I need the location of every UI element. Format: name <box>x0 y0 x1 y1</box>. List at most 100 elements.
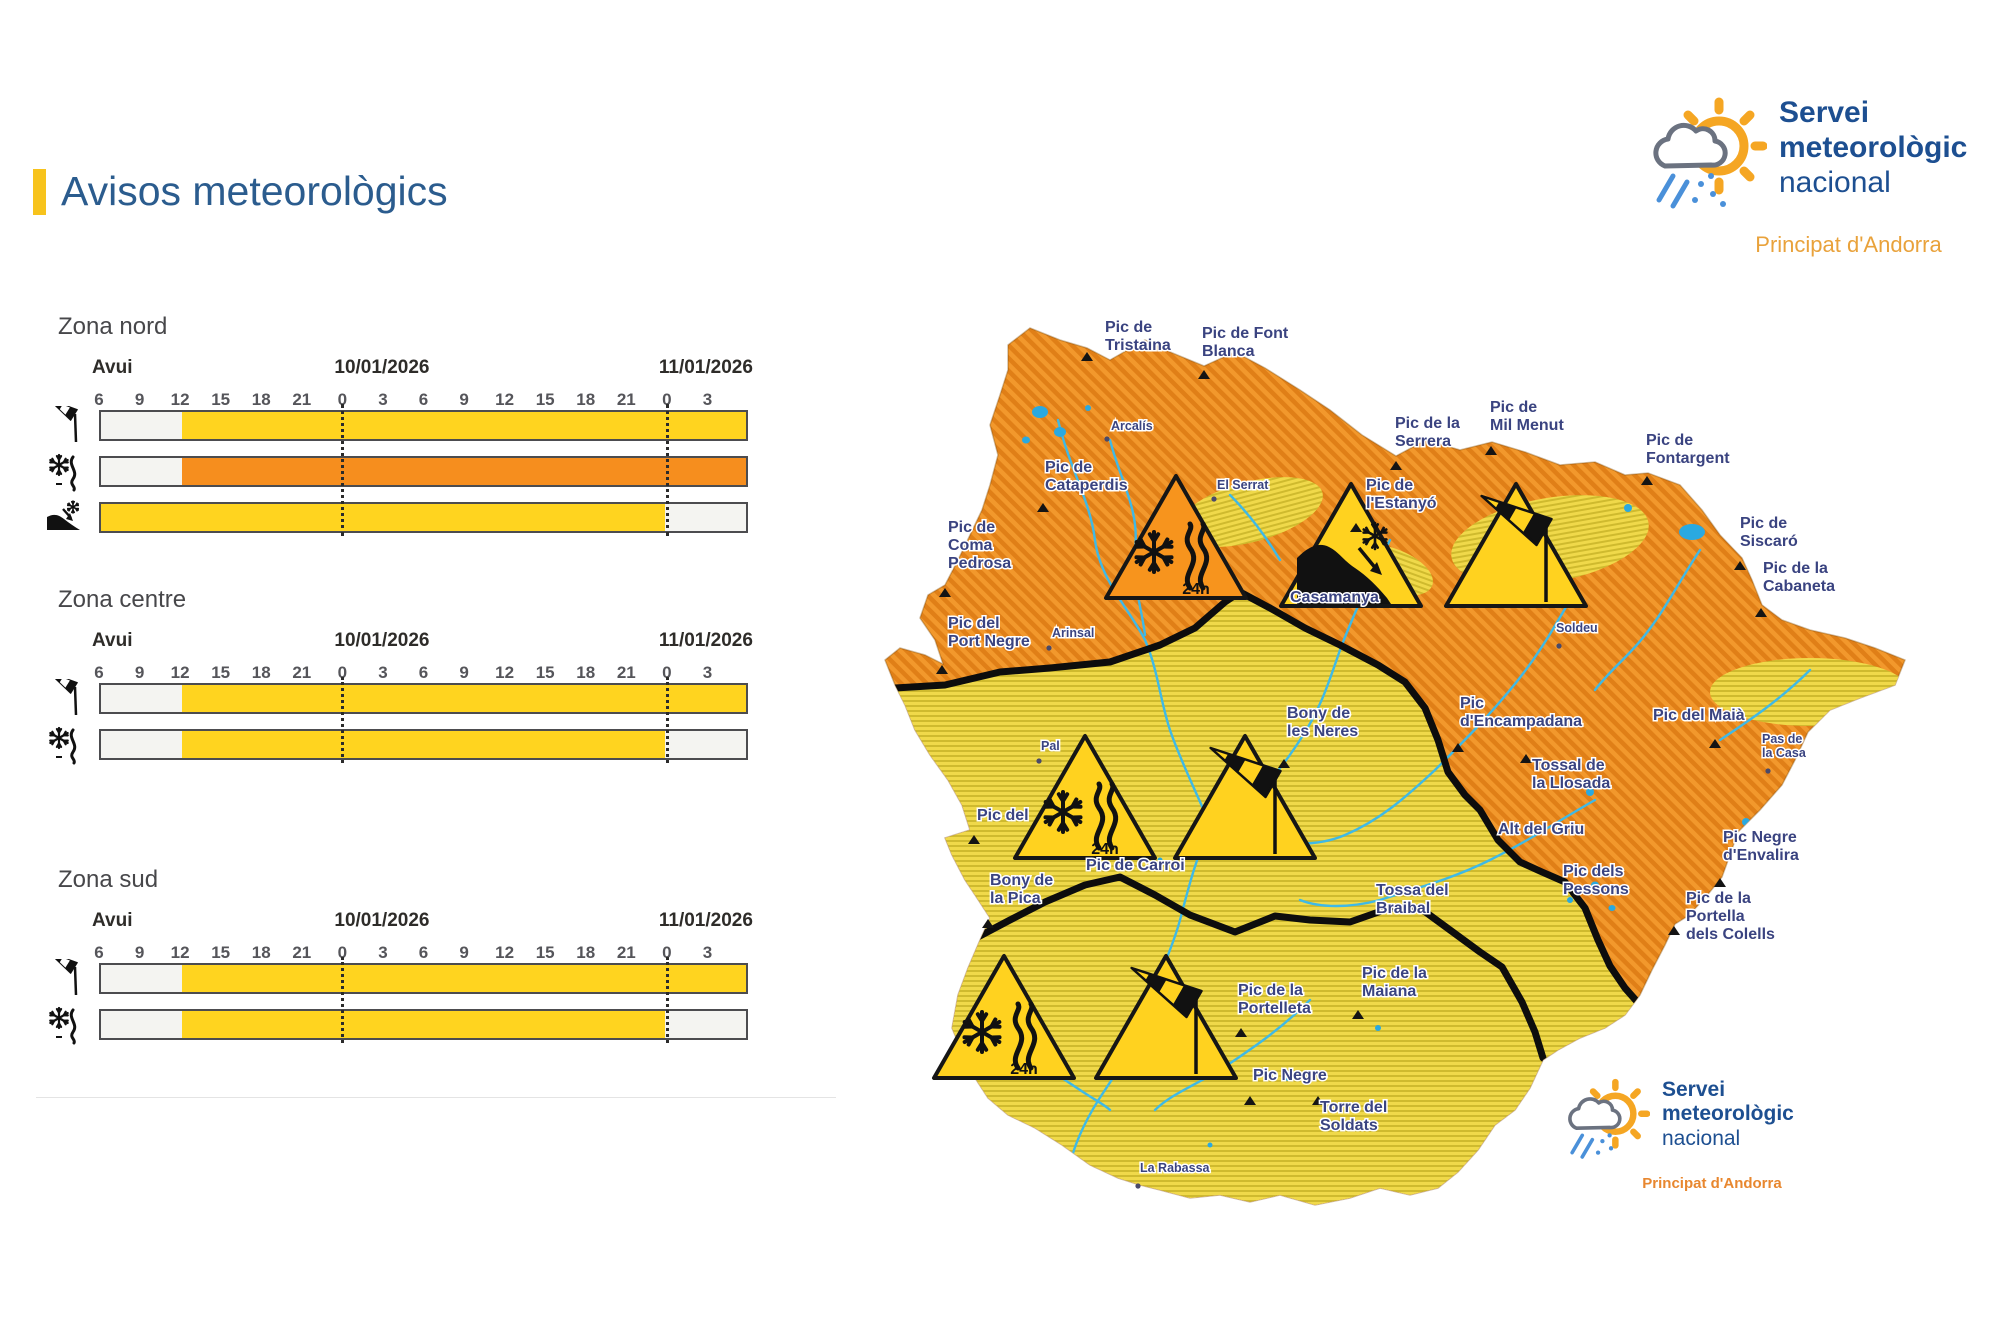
midnight-dotted-line <box>665 677 669 763</box>
zone-title: Zona sud <box>58 866 159 893</box>
map-label-portelleta: Pic de la Portelleta <box>1238 982 1311 1017</box>
warning-segment-yellow <box>181 685 746 712</box>
town-marker <box>1556 643 1562 649</box>
hour-tick: 0 <box>662 943 672 962</box>
zone-nord: Zona nord Avui 10/01/2026 11/01/2026 6 9 12 15 1… <box>40 313 810 562</box>
warning-triangle-avalanche-nord <box>1279 482 1423 608</box>
brand-line1: Servei <box>1779 96 1870 129</box>
hour-tick: 9 <box>459 663 469 682</box>
windsock-icon <box>46 671 86 719</box>
hour-tick: 21 <box>616 663 636 682</box>
peak-marker <box>1485 446 1497 455</box>
town-marker <box>1211 496 1217 502</box>
hour-tick: 21 <box>292 390 312 409</box>
zone-title: Zona nord <box>58 313 168 340</box>
map-label-alt-griu: Alt del Griu <box>1498 821 1584 838</box>
peak-marker <box>1520 754 1532 763</box>
sun-cloud-snow-icon <box>1645 88 1768 218</box>
peak-marker <box>939 588 951 597</box>
warning-segment-yellow <box>101 504 666 531</box>
hour-tick: 9 <box>459 390 469 409</box>
map-label-encampadana: Pic d'Encampadana <box>1460 695 1582 730</box>
brand-line3: nacional <box>1662 1126 1741 1150</box>
hour-tick: 15 <box>211 390 231 409</box>
hour-tick: 12 <box>495 663 515 682</box>
warning-row-wind <box>40 398 800 443</box>
peak-marker <box>1352 1010 1364 1019</box>
peak-marker <box>1668 926 1680 935</box>
brand-line1: Servei <box>1662 1078 1726 1101</box>
snow-icon <box>46 1005 86 1045</box>
hour-tick: 3 <box>378 943 388 962</box>
hour-tick: 18 <box>251 943 271 962</box>
andorra-map-svg: 24h 24h 24h Pic de Tristaina Pic de Font Bl… <box>884 318 1906 1206</box>
peak-marker <box>1734 561 1746 570</box>
hour-tick: 21 <box>616 943 636 962</box>
panel-divider <box>36 1097 836 1098</box>
title-accent-bar <box>33 168 46 215</box>
warning-segment-yellow <box>181 731 666 758</box>
map-label-pessons: Pic dels Pessons <box>1563 863 1629 898</box>
map-label-cataperdis: Pic de Cataperdis <box>1045 459 1128 494</box>
date-label: 10/01/2026 <box>334 630 430 651</box>
hour-tick: 3 <box>702 390 713 409</box>
peak-marker <box>1709 739 1721 748</box>
hour-tick: 6 <box>418 663 429 682</box>
map-label-bony-neres: Bony de les Neres <box>1287 705 1358 740</box>
timeline-bar-wind <box>99 683 748 714</box>
hour-tick: 12 <box>170 390 190 409</box>
town-marker <box>1036 758 1042 764</box>
map-label-bony-pica: Bony de la Pica <box>990 872 1053 907</box>
svg-text:24h: 24h <box>1010 1061 1038 1078</box>
hour-tick: 21 <box>616 390 636 409</box>
date-label: 11/01/2026 <box>658 630 753 651</box>
brand-line2: meteorològic <box>1779 130 1968 164</box>
midnight-dotted-line <box>665 404 669 536</box>
hour-tick: 18 <box>576 663 596 682</box>
svg-text:24h: 24h <box>1091 841 1119 858</box>
windsock-icon <box>46 951 86 999</box>
peak-marker <box>1641 476 1653 485</box>
map-label-font-blanca: Pic de Font Blanca <box>1202 325 1289 360</box>
sun-cloud-snow-icon <box>1562 1072 1651 1167</box>
date-label: 11/01/2026 <box>658 357 753 378</box>
warning-row-snow <box>40 726 800 765</box>
hour-tick: 15 <box>535 663 555 682</box>
svg-text:24h: 24h <box>1182 581 1210 598</box>
map-label-serrera: Pic de la Serrera <box>1395 415 1460 450</box>
town-marker <box>1104 436 1110 442</box>
map-label-torre-soldats: Torre del Soldats <box>1320 1099 1387 1134</box>
map-label-rabassa: La Rabassa <box>1140 1161 1211 1175</box>
hour-tick: 6 <box>94 663 104 682</box>
map-label-arcalis: Arcalís <box>1111 419 1153 433</box>
midnight-dotted-line <box>341 677 345 763</box>
windsock-icon <box>46 398 86 446</box>
hour-tick: 9 <box>134 943 145 962</box>
map-label-arinsal: Arinsal <box>1052 626 1094 640</box>
hour-tick: 3 <box>702 943 713 962</box>
brand-logo-bottom: Servei meteorològic nacional Principat d… <box>1562 1072 1822 1192</box>
lakes <box>1022 405 1750 1148</box>
peak-marker <box>1081 352 1093 361</box>
hour-tick: 21 <box>292 663 312 682</box>
timeline-bar-avalanche <box>99 502 748 533</box>
zone-title: Zona centre <box>58 586 187 613</box>
hour-tick: 0 <box>662 390 672 409</box>
hour-tick: 3 <box>378 663 388 682</box>
map-label-maiana: Pic de la Maiana <box>1362 965 1427 1000</box>
map-labels: Pic de Tristaina Pic de Font Blanca Arcalís P… <box>936 318 1837 1189</box>
map-label-port-negre: Pic del Port Negre <box>948 615 1030 650</box>
hour-tick: 12 <box>170 663 190 682</box>
today-label: Avui <box>92 630 133 651</box>
timeline-bar-wind <box>99 963 748 994</box>
date-label: 11/01/2026 <box>658 910 753 931</box>
map-label-pic-del: Pic del <box>977 807 1029 824</box>
warning-triangle-snow-24h-sud: 24h <box>932 954 1076 1080</box>
map-label-llosada: Tossal de la Llosada <box>1532 757 1610 792</box>
hour-tick: 9 <box>134 390 145 409</box>
peak-marker <box>1452 743 1464 752</box>
warning-segment-yellow <box>181 965 746 992</box>
map-label-portella-colells: Pic de la Portella dels Colells <box>1686 890 1775 943</box>
peak-marker <box>982 919 994 928</box>
brand-line2: meteorològic <box>1662 1102 1794 1126</box>
